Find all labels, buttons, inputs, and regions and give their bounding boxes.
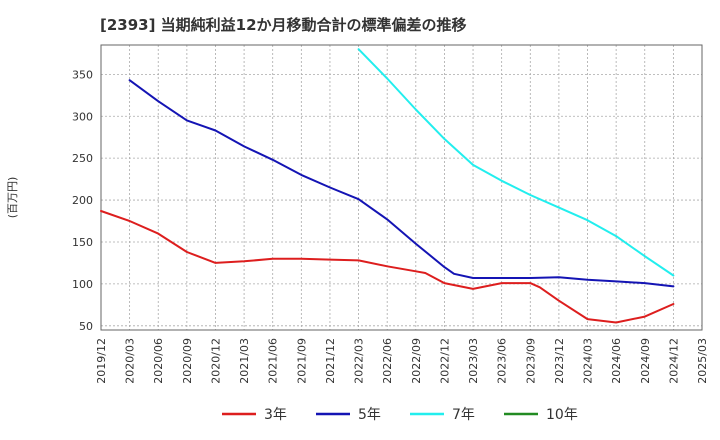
legend-label: 3年 (264, 407, 287, 423)
series-line-3 (357, 48, 675, 277)
x-tick-label: 2021/09 (295, 338, 308, 384)
y-tick-label: 50 (79, 320, 93, 333)
y-tick-label: 350 (72, 68, 93, 81)
x-tick-label: 2021/06 (267, 338, 280, 384)
series-line-2 (128, 79, 675, 288)
x-tick-label: 2020/06 (152, 338, 165, 384)
series-layer (100, 48, 675, 324)
y-tick-label: 150 (72, 236, 93, 249)
x-tick-label: 2021/12 (324, 338, 337, 384)
chart-title: [2393] 当期純利益12か月移動合計の標準偏差の推移 (100, 16, 467, 34)
x-tick-label: 2022/03 (353, 338, 366, 384)
y-tick-label: 300 (72, 110, 93, 123)
x-tick-label: 2024/09 (639, 338, 652, 384)
grid-layer (100, 45, 703, 330)
x-tick-label: 2020/09 (181, 338, 194, 384)
y-tick-label: 250 (72, 152, 93, 165)
x-tick-label: 2023/12 (553, 338, 566, 384)
x-tick-label: 2022/06 (381, 338, 394, 384)
legend-label: 10年 (546, 407, 578, 423)
x-tick-label: 2022/09 (410, 338, 423, 384)
x-tick-label: 2024/06 (610, 338, 623, 384)
x-tick-label: 2023/09 (524, 338, 537, 384)
x-tick-label: 2025/03 (696, 338, 709, 384)
plot-frame (100, 44, 703, 331)
x-tick-label: 2020/12 (209, 338, 222, 384)
y-tick-label: 100 (72, 278, 93, 291)
x-tick-label: 2019/12 (95, 338, 108, 384)
y-axis-label: (百万円) (6, 177, 19, 219)
legend-label: 7年 (452, 407, 475, 423)
x-tick-label: 2023/03 (467, 338, 480, 384)
x-tick-label: 2023/06 (496, 338, 509, 384)
x-tick-label: 2024/12 (667, 338, 680, 384)
x-tick-label: 2022/12 (438, 338, 451, 384)
legend-layer: 3年 5年 7年 10年 (222, 407, 578, 423)
legend-label: 5年 (358, 407, 381, 423)
axis-layer: 50 100 150 200 250 300 350 2019/12 2020/03 2020/0… (72, 68, 709, 383)
x-tick-label: 2020/03 (124, 338, 137, 384)
series-line-1 (100, 210, 675, 324)
y-tick-label: 200 (72, 194, 93, 207)
x-tick-label: 2021/03 (238, 338, 251, 384)
x-tick-label: 2024/03 (582, 338, 595, 384)
